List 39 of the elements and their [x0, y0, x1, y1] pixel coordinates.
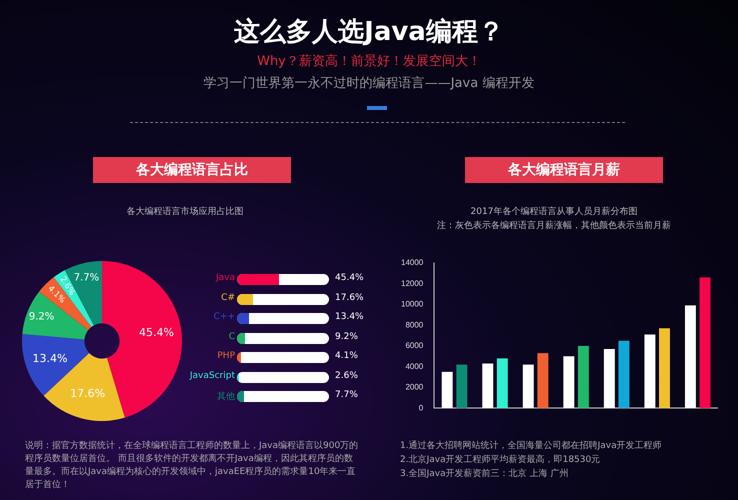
- text: 4.1%: [335, 351, 358, 361]
- chart-subtitle: 2017年各个编程语言从事人员月薪分布图: [470, 206, 638, 218]
- text: 3.全国Java开发薪资前三：北京 上海 广州: [400, 468, 570, 481]
- text: 这么多人选Java编程？: [233, 16, 505, 49]
- chart-title: 各大编程语言月薪: [465, 157, 663, 183]
- data-label: 9.2%: [28, 312, 54, 323]
- text: 9.2%: [335, 332, 358, 342]
- text: 2.6%: [335, 370, 358, 380]
- data-label: 45.4%: [138, 326, 174, 339]
- y-tick-label: 8000: [405, 320, 424, 330]
- chart-subtitle: 各大编程语言市场应用占比图: [126, 206, 244, 218]
- data-label: 17.6%: [70, 386, 106, 400]
- text: 7.7%: [335, 390, 358, 400]
- y-tick-label: 10000: [400, 300, 424, 309]
- legend-label: Java: [214, 273, 235, 283]
- chart-title: 各大编程语言占比: [93, 157, 291, 183]
- y-tick-label: 0: [418, 403, 424, 412]
- y-tick-label: 12000: [400, 278, 424, 288]
- data-label: 7.7%: [74, 272, 100, 284]
- text: 2.北京Java开发工程师平均薪资最高，即18530元: [400, 454, 602, 467]
- legend-label: C++: [212, 312, 235, 322]
- y-tick-label: 14000: [400, 258, 424, 268]
- text: 学习一门世界第一永不过时的编程语言——Java 编程开发: [202, 75, 536, 92]
- legend-label: C: [228, 332, 235, 342]
- y-tick-label: 2000: [405, 382, 424, 392]
- legend-label: C#: [220, 292, 235, 302]
- text: 注：灰色表示各编程语言月薪涨幅，其他颜色表示当前月薪: [436, 220, 672, 232]
- y-tick-label: 6000: [405, 341, 424, 350]
- legend-label: JavaScript: [188, 370, 235, 380]
- text: Why？薪资高！前景好！发展空间大！: [256, 53, 482, 70]
- text: 45.4%: [335, 273, 364, 283]
- legend-label: 其他: [216, 390, 235, 403]
- data-label: 13.4%: [32, 352, 68, 365]
- legend-label: PHP: [216, 351, 235, 361]
- text: 13.4%: [335, 312, 364, 322]
- text: 1.通过各大招聘网站统计，全国海量公司都在招聘Java开发工程师: [400, 440, 663, 453]
- text: 说明：据官方数据统计，在全球编程语言工程师的数量上，Java编程语言以900万的程序员数量位居首位。 而且很多软件的开发都离不开Java编程，因此其程序员的数量最多。而在以Java编程为核心的开发领域中，javaEE程序员的需求量10年来一直居于首位！: [25, 440, 360, 492]
- text: 17.6%: [335, 292, 364, 302]
- y-tick-label: 4000: [405, 362, 424, 371]
